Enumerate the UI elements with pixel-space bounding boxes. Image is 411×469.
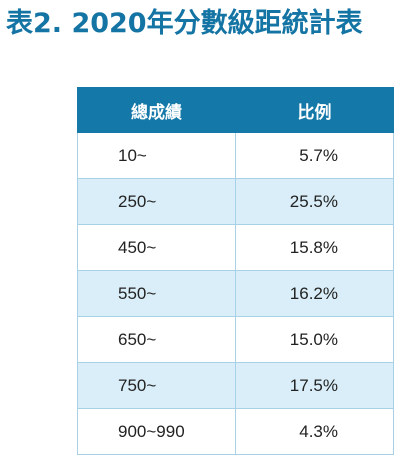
- table-row: 900~990 4.3%: [77, 408, 394, 455]
- score-cell: 10~: [77, 132, 236, 179]
- table-row: 450~ 15.8%: [77, 224, 394, 271]
- score-cell: 450~: [77, 224, 236, 271]
- percent-cell: 5.7%: [235, 132, 394, 179]
- percent-cell: 17.5%: [235, 362, 394, 409]
- score-distribution-table: 總成績 比例 10~ 5.7% 250~ 25.5% 450~ 15.8% 55…: [77, 87, 394, 455]
- score-cell: 550~: [77, 270, 236, 317]
- percent-cell: 15.8%: [235, 224, 394, 271]
- score-cell: 650~: [77, 316, 236, 363]
- table-header-row: 總成績 比例: [77, 87, 394, 133]
- table-row: 750~ 17.5%: [77, 362, 394, 409]
- percent-cell: 4.3%: [235, 408, 394, 455]
- table-row: 650~ 15.0%: [77, 316, 394, 363]
- percent-cell: 15.0%: [235, 316, 394, 363]
- score-cell: 250~: [77, 178, 236, 225]
- percent-cell: 16.2%: [235, 270, 394, 317]
- percent-cell: 25.5%: [235, 178, 394, 225]
- score-cell: 750~: [77, 362, 236, 409]
- score-cell: 900~990: [77, 408, 236, 455]
- table-row: 550~ 16.2%: [77, 270, 394, 317]
- table-row: 10~ 5.7%: [77, 132, 394, 179]
- table-row: 250~ 25.5%: [77, 178, 394, 225]
- column-header-total-score: 總成績: [77, 87, 236, 133]
- column-header-percentage: 比例: [235, 87, 394, 133]
- table-title: 表2. 2020年分數級距統計表: [6, 8, 363, 39]
